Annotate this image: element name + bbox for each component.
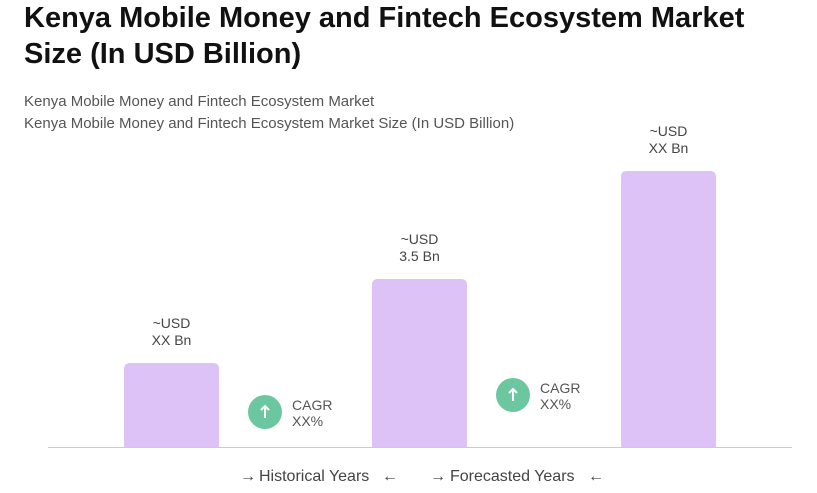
- value-label: ~USD XX Bn: [649, 123, 689, 156]
- arrow-icon: ←: [588, 468, 604, 485]
- value-label-line: ~USD: [401, 231, 439, 247]
- bar: [372, 279, 467, 447]
- arrow-icon: ←: [382, 468, 398, 485]
- value-label-line: 3.5 Bn: [399, 248, 439, 264]
- cagr-icon: [496, 378, 530, 412]
- value-label-line: ~USD: [650, 123, 688, 139]
- value-label-line: XX Bn: [152, 332, 192, 348]
- annotation: XX%: [292, 413, 323, 429]
- period-label: Forecasted Years: [450, 468, 575, 485]
- chart-title: Size (In USD Billion): [24, 38, 301, 70]
- bar: [621, 171, 716, 447]
- value-label: ~USD XX Bn: [152, 315, 192, 348]
- arrow-icon: →: [240, 468, 256, 485]
- annotation: CAGR: [540, 380, 580, 396]
- annotation: CAGR: [292, 397, 332, 413]
- period-label: Historical Years: [259, 468, 369, 485]
- cagr-icon: [248, 395, 282, 429]
- value-label-line: XX Bn: [649, 140, 689, 156]
- arrow-icon: →: [430, 468, 446, 485]
- bar: [124, 363, 219, 447]
- chart-title: Kenya Mobile Money and Fintech Ecosystem…: [24, 2, 745, 34]
- value-label-line: ~USD: [153, 315, 191, 331]
- value-label: ~USD 3.5 Bn: [399, 231, 439, 264]
- subtitle: Kenya Mobile Money and Fintech Ecosystem…: [24, 115, 514, 132]
- subtitle: Kenya Mobile Money and Fintech Ecosystem…: [24, 93, 375, 110]
- annotation: XX%: [540, 396, 571, 412]
